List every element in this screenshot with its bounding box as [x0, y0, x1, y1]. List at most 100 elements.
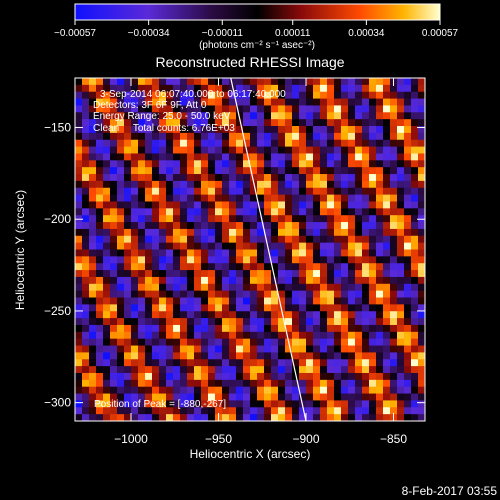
heatmap-cell — [250, 235, 258, 244]
heatmap-cell — [383, 379, 391, 388]
heatmap-cell — [89, 153, 97, 161]
heatmap-cell — [187, 263, 195, 271]
heatmap-cell — [236, 160, 244, 168]
heatmap-cell — [369, 132, 377, 141]
heatmap-cell — [236, 386, 244, 394]
heatmap-cell — [236, 270, 244, 278]
heatmap-cell — [229, 222, 237, 230]
heatmap-cell — [292, 187, 300, 196]
heatmap-cell — [390, 386, 398, 394]
heatmap-cell — [75, 324, 83, 333]
heatmap-cell — [285, 379, 293, 388]
heatmap-cell — [376, 366, 384, 374]
heatmap-cell — [75, 91, 83, 99]
heatmap-cell — [313, 366, 321, 374]
heatmap-cell — [117, 91, 125, 99]
heatmap-cell — [110, 187, 118, 196]
heatmap-cell — [243, 78, 251, 86]
heatmap-cell — [187, 414, 195, 421]
heatmap-cell — [418, 126, 425, 134]
heatmap-cell — [292, 352, 300, 360]
heatmap-cell — [257, 174, 265, 182]
heatmap-cell — [264, 318, 272, 326]
heatmap-cell — [341, 276, 349, 285]
heatmap-cell — [201, 194, 209, 202]
heatmap-cell — [376, 126, 384, 134]
heatmap-cell — [390, 290, 398, 298]
heatmap-cell — [397, 235, 405, 244]
heatmap-cell — [96, 160, 104, 168]
heatmap-cell — [271, 126, 279, 134]
heatmap-cell — [201, 270, 209, 278]
heatmap-cell — [264, 290, 272, 298]
heatmap-cell — [355, 400, 363, 408]
heatmap-cell — [110, 276, 118, 285]
heatmap-cell — [180, 132, 188, 141]
heatmap-cell — [208, 386, 216, 394]
heatmap-cell — [243, 290, 251, 298]
heatmap-cell — [362, 98, 370, 106]
heatmap-cell — [173, 324, 181, 333]
heatmap-cell — [355, 393, 363, 401]
heatmap-cell — [75, 263, 83, 271]
heatmap-cell — [348, 215, 356, 223]
heatmap-cell — [103, 352, 111, 360]
heatmap-cell — [236, 222, 244, 230]
heatmap-cell — [355, 187, 363, 196]
heatmap-cell — [222, 386, 230, 394]
heatmap-cell — [299, 242, 307, 250]
heatmap-cell — [369, 215, 377, 223]
heatmap-cell — [250, 139, 258, 147]
heatmap-cell — [208, 98, 216, 106]
heatmap-cell — [82, 84, 90, 93]
heatmap-cell — [96, 78, 104, 86]
heatmap-cell — [390, 249, 398, 257]
heatmap-cell — [404, 379, 412, 388]
heatmap-cell — [145, 386, 153, 394]
heatmap-cell — [418, 414, 425, 421]
heatmap-cell — [222, 139, 230, 147]
heatmap-cell — [369, 201, 377, 209]
heatmap-cell — [306, 126, 314, 134]
heatmap-cell — [180, 331, 188, 340]
heatmap-cell — [187, 249, 195, 257]
heatmap-cell — [201, 345, 209, 353]
heatmap-cell — [397, 139, 405, 147]
heatmap-cell — [201, 146, 209, 154]
heatmap-cell — [138, 105, 146, 113]
heatmap-cell — [334, 372, 342, 381]
heatmap-cell — [397, 297, 405, 305]
heatmap-cell — [278, 414, 286, 421]
heatmap-cell — [124, 119, 132, 127]
heatmap-cell — [264, 379, 272, 388]
heatmap-cell — [229, 132, 237, 141]
heatmap-cell — [264, 132, 272, 141]
heatmap-cell — [327, 338, 335, 346]
heatmap-cell — [383, 290, 391, 298]
heatmap-cell — [159, 180, 167, 189]
heatmap-cell — [355, 112, 363, 120]
heatmap-cell — [187, 119, 195, 127]
heatmap-cell — [341, 359, 349, 367]
heatmap-cell — [411, 194, 419, 202]
heatmap-cell — [229, 345, 237, 353]
heatmap-cell — [299, 276, 307, 285]
heatmap-cell — [96, 105, 104, 113]
heatmap-cell — [201, 105, 209, 113]
heatmap-cell — [138, 194, 146, 202]
heatmap-cell — [243, 345, 251, 353]
heatmap-cell — [110, 180, 118, 189]
heatmap-cell — [397, 153, 405, 161]
heatmap-cell — [250, 283, 258, 292]
heatmap-cell — [166, 256, 174, 264]
heatmap-cell — [138, 386, 146, 394]
heatmap-cell — [397, 208, 405, 216]
heatmap-cell — [166, 338, 174, 346]
heatmap-cell — [404, 194, 412, 202]
heatmap-cell — [82, 208, 90, 216]
heatmap-cell — [320, 146, 328, 154]
heatmap-cell — [166, 112, 174, 120]
heatmap-cell — [243, 187, 251, 196]
heatmap-cell — [229, 414, 237, 421]
heatmap-cell — [264, 222, 272, 230]
